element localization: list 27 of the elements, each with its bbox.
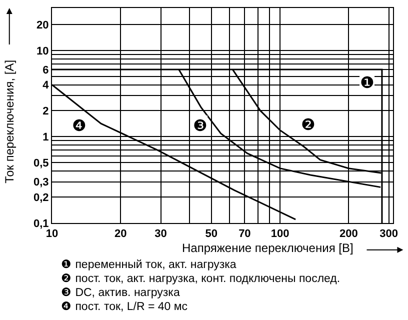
y-tick-label: 0,1	[34, 218, 49, 230]
y-tick-label: 4	[42, 80, 50, 92]
y-axis-title: Ток переключения, [A]	[2, 60, 16, 184]
x-tick-label: 100	[270, 228, 290, 240]
x-axis-title: Напряжение переключения [В]	[182, 241, 354, 255]
x-tick-label: 30	[154, 228, 167, 240]
y-tick-label: 2	[42, 106, 49, 118]
y-tick-label: 0,2	[34, 192, 49, 204]
y-tick-label: 6	[42, 64, 49, 76]
text: ❸ DC, актив. нагрузка	[61, 287, 180, 299]
series-label: ❶	[360, 73, 374, 92]
text: ❷ пост. ток, акт. нагрузка, конт. подключены послед.	[61, 273, 340, 285]
x-tick-label: 20	[114, 228, 127, 240]
y-tick-label: 20	[36, 19, 49, 32]
series-label: ❷	[301, 115, 316, 134]
x-tick-label: 300	[380, 228, 398, 240]
y-tick-label: 0,5	[34, 158, 49, 170]
y-tick-label: 1	[42, 132, 49, 144]
text: ❶ переменный ток, акт. нагрузка	[61, 259, 237, 271]
text: ❹ пост. ток, L/R = 40 мс	[61, 301, 188, 313]
x-tick-label: 70	[238, 228, 251, 240]
y-tick-label: 10	[36, 45, 49, 58]
x-tick-label: 200	[339, 228, 358, 240]
series-label: ❸	[193, 116, 208, 135]
series-label: ❹	[72, 116, 86, 135]
y-tick-label: 0,3	[34, 176, 49, 189]
x-tick-label: 50	[205, 228, 218, 240]
